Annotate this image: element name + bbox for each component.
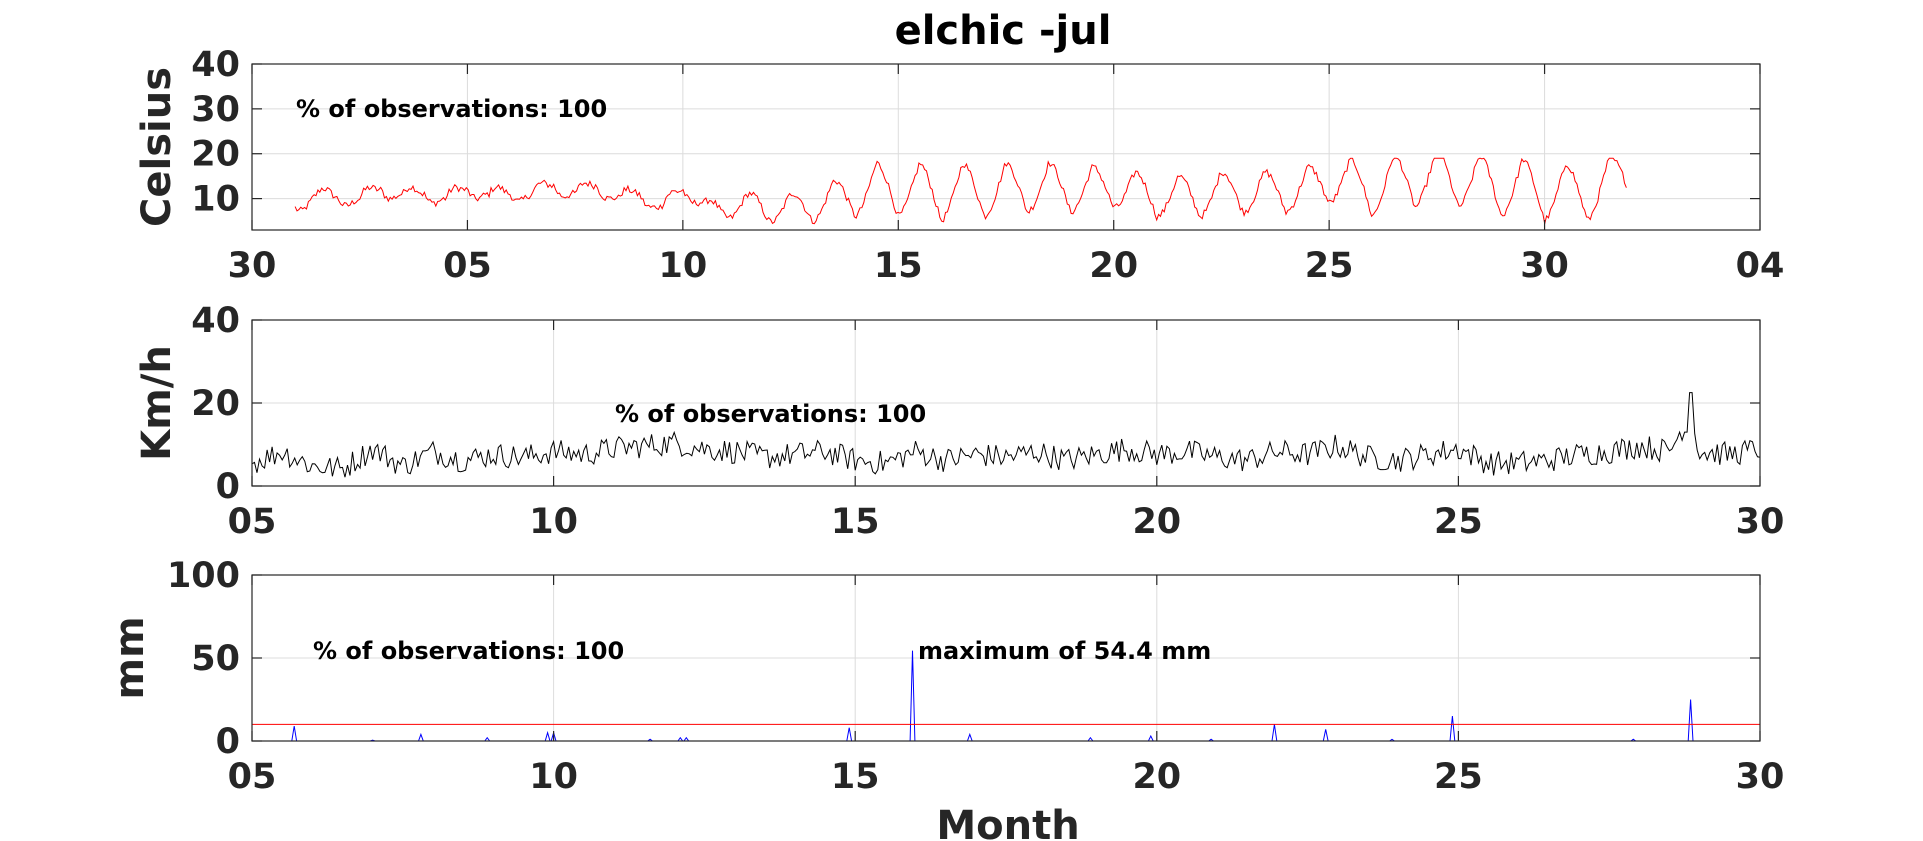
temperature-xtick-label: 30 <box>1520 246 1569 286</box>
temperature-series <box>294 157 1627 225</box>
temperature-xtick-label: 04 <box>1736 246 1785 286</box>
precipitation-ytick-label: 50 <box>191 639 240 679</box>
precipitation-xtick-label: 15 <box>831 757 880 797</box>
wind-series <box>251 392 1761 478</box>
temperature-panel: 30 05 10 15 20 25 30 04 10 20 30 40 Celsius % of ob… <box>134 45 1784 286</box>
precipitation-observation-note: % of observations: 100 <box>313 637 624 665</box>
precipitation-ticks: 05 10 15 20 25 30 0 50 100 <box>167 556 1784 797</box>
wind-ytick-label: 0 <box>216 467 240 507</box>
precipitation-xlabel: Month <box>936 803 1079 841</box>
temperature-ytick-label: 20 <box>191 135 240 175</box>
precipitation-line <box>252 650 1760 742</box>
wind-ylabel: Km/h <box>134 345 180 461</box>
precipitation-xtick-label: 10 <box>529 757 578 797</box>
temperature-ytick-label: 10 <box>191 180 240 220</box>
temperature-xtick-label: 25 <box>1305 246 1354 286</box>
temperature-observation-note: % of observations: 100 <box>296 95 607 123</box>
temperature-xtick-label: 15 <box>874 246 923 286</box>
temperature-ytick-label: 40 <box>191 45 240 85</box>
wind-xtick-label: 30 <box>1736 502 1785 542</box>
precipitation-grid <box>252 575 1760 741</box>
precipitation-series <box>252 650 1760 742</box>
temperature-axes-box <box>251 63 1761 231</box>
wind-panel: 05 10 15 20 25 30 0 20 40 Km/h % of observations… <box>134 301 1784 542</box>
wind-line <box>251 392 1761 478</box>
precipitation-ytick-label: 0 <box>216 722 240 762</box>
precipitation-xtick-label: 30 <box>1736 757 1785 797</box>
precipitation-xtick-label: 20 <box>1132 757 1181 797</box>
figure-title: elchic -jul <box>895 8 1112 54</box>
precipitation-max-note: maximum of 54.4 mm <box>918 637 1211 665</box>
wind-ticks: 05 10 15 20 25 30 0 20 40 <box>191 301 1784 542</box>
wind-xtick-label: 05 <box>228 502 277 542</box>
precipitation-xtick-label: 05 <box>228 757 277 797</box>
precipitation-ylabel: mm <box>107 616 153 699</box>
temperature-grid <box>252 64 1760 230</box>
temperature-xtick-label: 30 <box>228 246 277 286</box>
precipitation-xtick-label: 25 <box>1434 757 1483 797</box>
precipitation-panel: 05 10 15 20 25 30 0 50 100 mm % of observations:… <box>107 556 1784 841</box>
wind-ytick-label: 20 <box>191 384 240 424</box>
temperature-line <box>294 157 1627 225</box>
wind-xtick-label: 20 <box>1132 502 1181 542</box>
temperature-xtick-label: 20 <box>1089 246 1138 286</box>
precipitation-ytick-label: 100 <box>167 556 240 596</box>
temperature-ylabel: Celsius <box>134 67 180 227</box>
wind-xtick-label: 10 <box>529 502 578 542</box>
temperature-xtick-label: 10 <box>658 246 707 286</box>
temperature-ticks: 30 05 10 15 20 25 30 04 10 20 30 40 <box>191 45 1784 286</box>
wind-xtick-label: 25 <box>1434 502 1483 542</box>
temperature-ytick-label: 30 <box>191 90 240 130</box>
temperature-xtick-label: 05 <box>443 246 492 286</box>
wind-xtick-label: 15 <box>831 502 880 542</box>
wind-ytick-label: 40 <box>191 301 240 341</box>
wind-observation-note: % of observations: 100 <box>615 400 926 428</box>
